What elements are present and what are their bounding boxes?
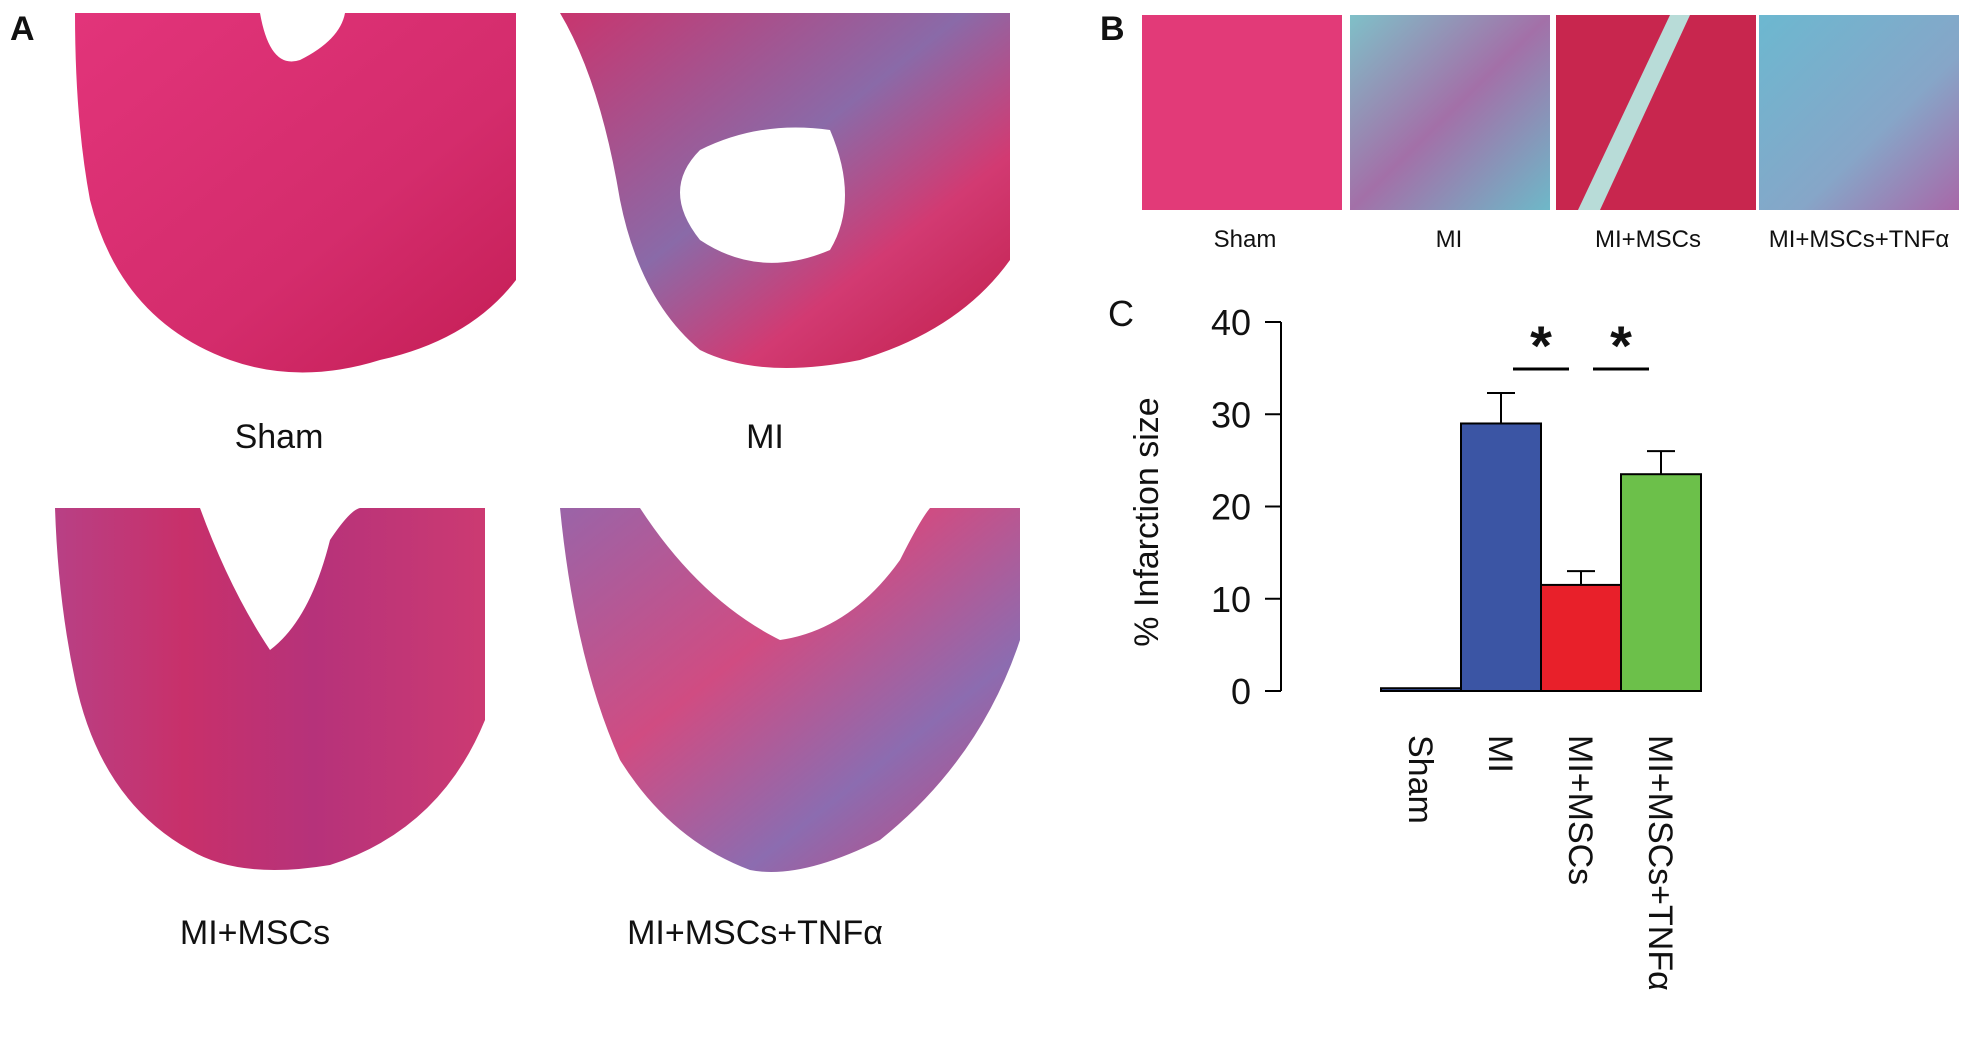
image-label: MI+MSCs [180,914,330,952]
image-label: Sham [235,418,324,456]
histology-image [1759,15,1959,210]
bar [1540,583,1622,692]
image-label: MI+MSCs+TNFα [1769,226,1950,253]
significance-mark: * [1610,314,1632,377]
panel-label: A [10,10,35,48]
significance-mark: * [1530,314,1552,377]
y-axis-label: % Infarction size [1128,397,1166,646]
error-bar [1567,570,1595,585]
image-label: MI+MSCs+TNFα [627,914,883,952]
image-label: MI [1436,226,1463,253]
histology-image [560,508,1020,872]
histology-image [1350,15,1550,210]
x-tick-label: MI+MSCs+TNFα [1641,735,1679,991]
x-tick-label: Sham [1401,735,1439,824]
histology-image [560,13,1010,368]
histology-image [55,508,485,870]
image-label: MI [746,418,784,456]
bar [1620,473,1702,692]
image-label: MI+MSCs [1595,226,1701,253]
histology-image [1142,15,1342,210]
y-tick-label: 0 [1231,671,1251,712]
histology-image [75,13,516,373]
x-tick-label: MI [1481,735,1519,773]
y-tick-label: 20 [1211,487,1251,528]
bar [1380,687,1462,692]
error-bar [1647,450,1675,475]
histology-detail [1578,15,1690,210]
y-tick-label: 30 [1211,394,1251,435]
y-tick-label: 10 [1211,579,1251,620]
panel-label: C [1108,293,1134,334]
histology-image [1556,15,1756,210]
panel-label: B [1100,10,1125,48]
error-bar [1487,392,1515,424]
image-label: Sham [1214,226,1277,253]
bar [1460,422,1542,692]
x-tick-label: MI+MSCs [1561,735,1599,885]
y-tick-label: 40 [1211,302,1251,343]
